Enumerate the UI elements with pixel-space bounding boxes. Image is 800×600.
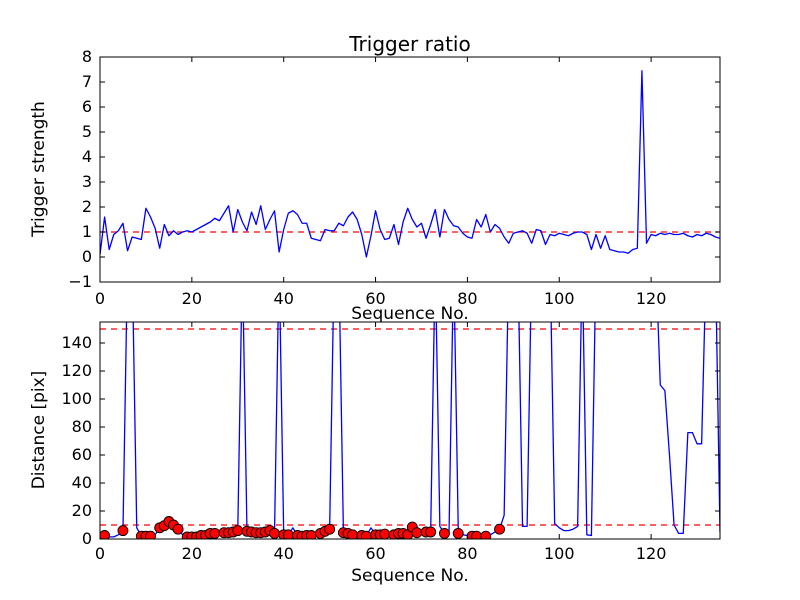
plot-area [100,70,720,258]
x-tick-label: 80 [457,544,477,563]
trigger-strength-line [100,70,720,258]
axes-frame [99,56,721,283]
x-tick-label: 100 [544,289,575,308]
triggered-frames-marker [117,525,129,537]
axes-frame [99,321,721,540]
x-tick-label: 0 [95,544,105,563]
bottom-axes: 0 20 40 60 80 100 120 0 20 40 60 80 100 120 140 [61,321,721,563]
distance-chart: 0 20 40 60 80 100 120 0 20 40 60 80 100 120 140 Distan… [29,321,721,586]
triggered-frames-marker [360,530,372,539]
x-tick-label: 20 [182,544,202,563]
bottom-xlabel: Sequence No. [351,566,468,586]
y-tick-label: 4 [82,147,92,166]
x-tick-label: 40 [274,544,294,563]
chart-title: Trigger ratio [348,32,470,56]
y-tick-label: 0 [82,529,92,548]
triggered-frames-marker [411,527,423,539]
x-tick-label: 100 [544,544,575,563]
triggered-frames-marker [471,530,483,539]
triggered-frames-marker [425,526,437,538]
top-ylabel: Trigger strength [29,101,49,238]
y-tick-label: 140 [61,333,92,352]
y-tick-label: 6 [82,97,92,116]
triggered-frames-marker [379,528,391,539]
x-tick-label: 60 [365,289,385,308]
y-tick-label: 80 [72,417,92,436]
y-tick-label: 5 [82,122,92,141]
y-tick-label: 40 [72,473,92,492]
triggered-frames-marker [282,529,294,539]
top-xlabel: Sequence No. [351,304,468,324]
triggered-frames-marker [494,523,506,535]
triggered-frames-marker [209,527,221,539]
y-tick-label: 60 [72,445,92,464]
triggered-frames-marker [438,527,450,539]
y-tick-label: 0 [82,247,92,266]
x-tick-label: 120 [636,289,667,308]
triggered-frames-marker [324,523,336,535]
x-tick-label: 120 [636,544,667,563]
triggered-frames-marker [269,527,280,539]
axes-background [100,57,720,282]
triggered-frames-marker [145,530,156,539]
triggered-frames-marker [232,525,244,537]
x-tick-label: 60 [365,544,385,563]
triggered-frames-marker [100,530,111,539]
triggered-frames-marker [480,530,492,539]
y-tick-label: 2 [82,197,92,216]
bottom-ylabel: Distance [pix] [29,371,49,490]
triggered-frames-marker [347,529,359,539]
axes-background [100,322,720,539]
y-tick-label: 20 [72,501,92,520]
x-tick-label: 40 [274,289,294,308]
x-tick-label: 20 [182,289,202,308]
plot-area [100,322,720,539]
y-tick-label: 1 [82,222,92,241]
y-tick-label: 8 [82,47,92,66]
x-tick-label: 0 [95,289,105,308]
y-tick-label: 100 [61,389,92,408]
y-tick-label: 3 [82,172,92,191]
x-tick-label: 80 [457,289,477,308]
y-tick-label: 120 [61,361,92,380]
y-tick-label: −1 [68,272,92,291]
triggered-frames-marker [172,523,184,535]
y-tick-label: 7 [82,72,92,91]
triggered-frames-marker [452,527,464,539]
